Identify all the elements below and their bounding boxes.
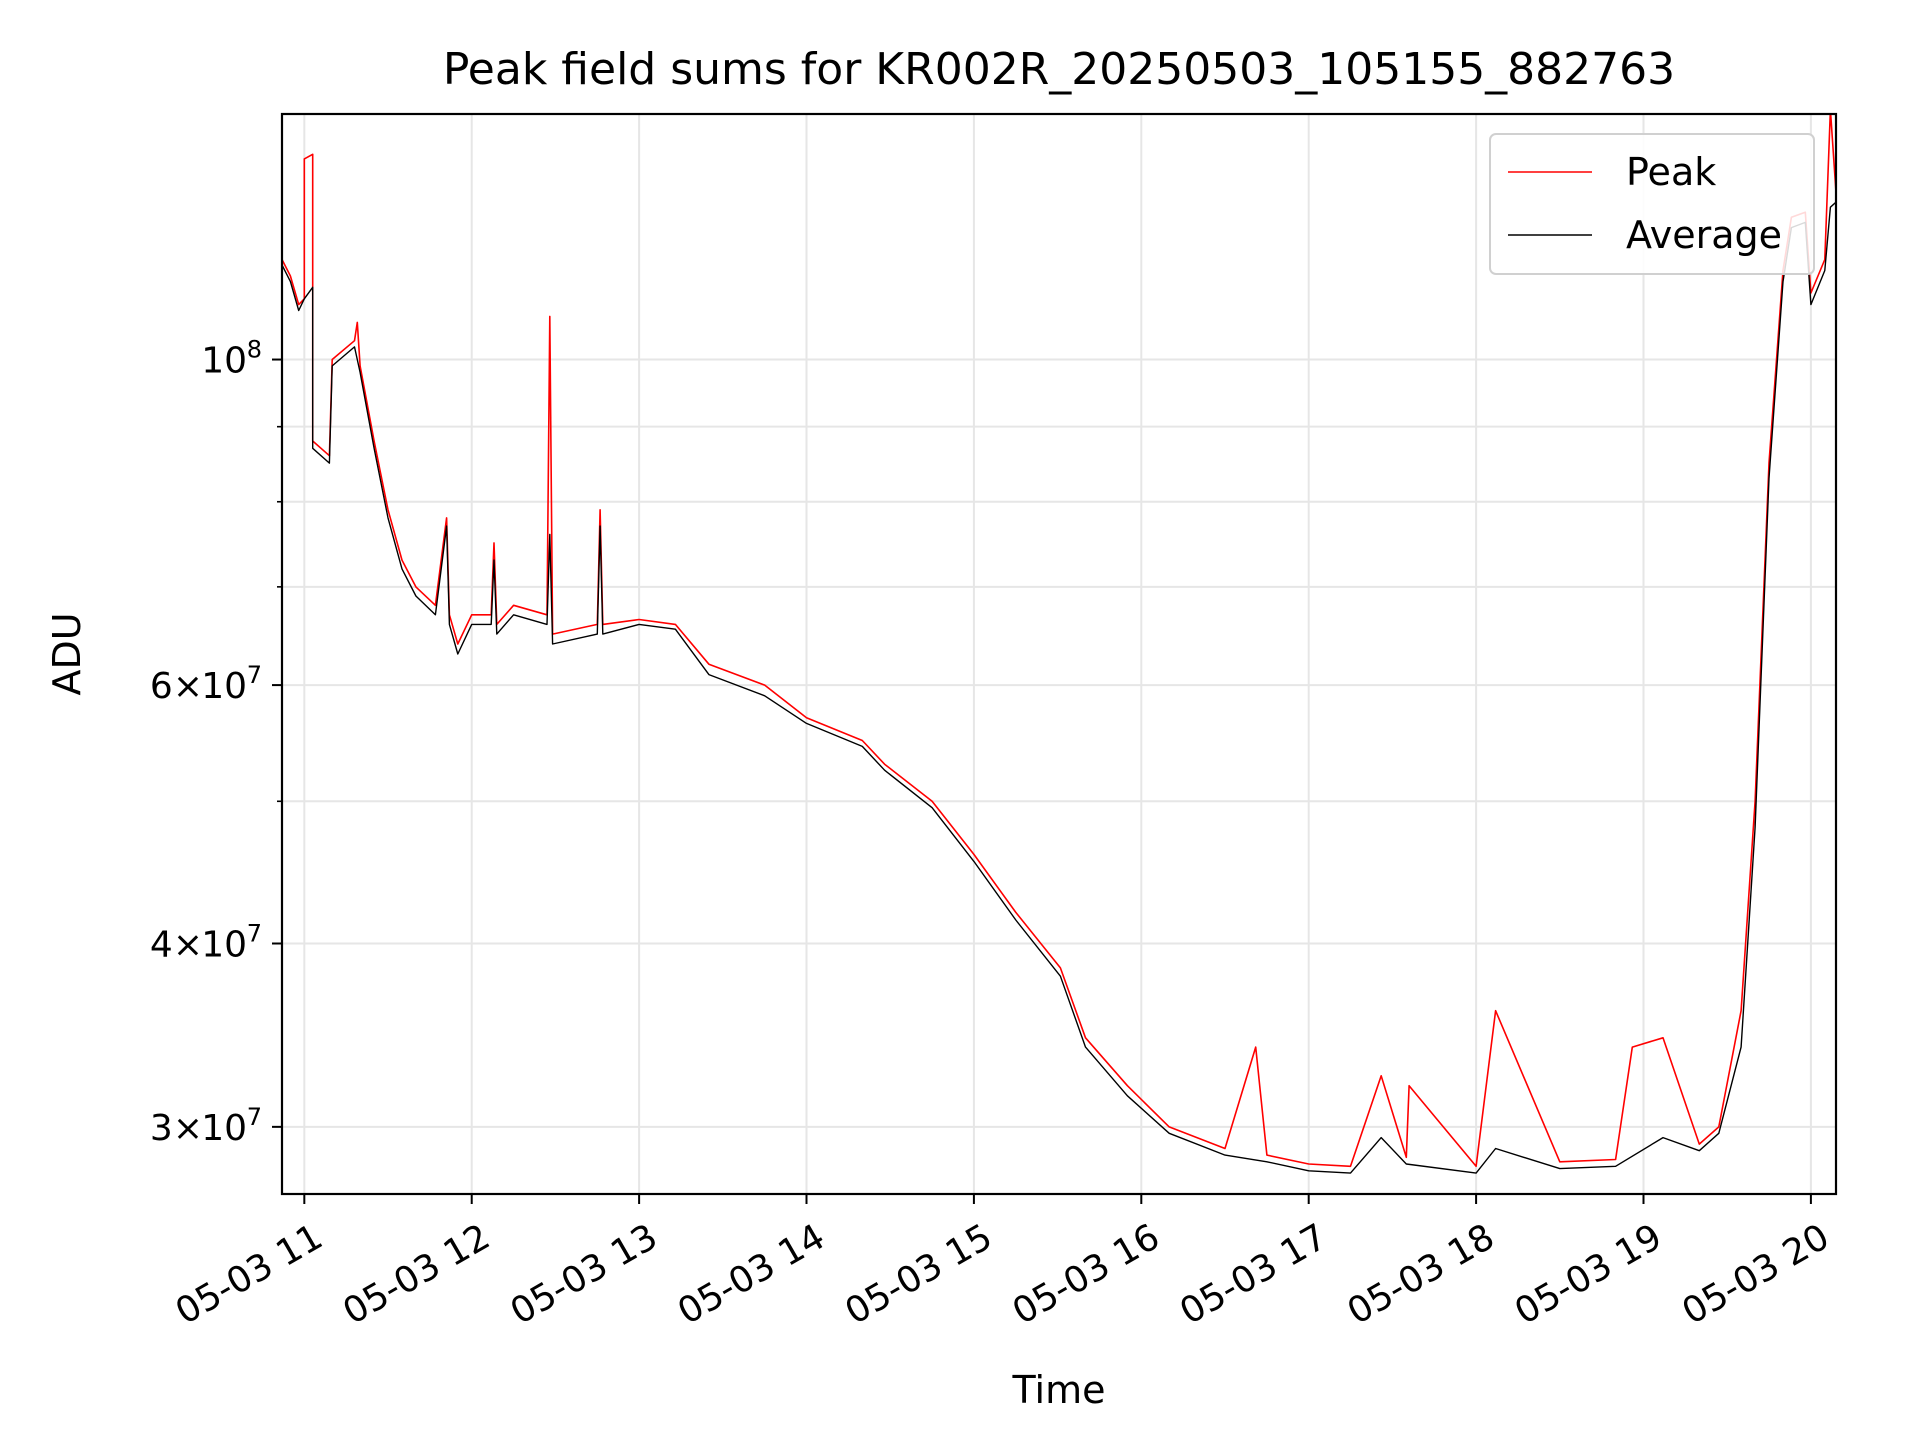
y-tick-label: 810 — [201, 336, 262, 382]
y-tick-exponent: 8 — [247, 336, 262, 364]
legend: Peak Average — [1489, 133, 1815, 275]
y-tick-exponent: 7 — [247, 661, 262, 689]
legend-box — [1489, 133, 1815, 275]
grid — [282, 114, 1836, 1194]
y-tick-mantissa: 4× — [150, 925, 203, 966]
y-tick-base: 10 — [201, 666, 247, 707]
y-tick-base: 10 — [201, 341, 247, 382]
y-tick-exponent: 7 — [247, 920, 262, 948]
series-line-peak — [282, 114, 1836, 1168]
legend-label-average: Average — [1626, 213, 1782, 257]
x-axis-label: Time — [1012, 1368, 1106, 1412]
plot-frame — [280, 112, 1838, 1196]
y-tick-mantissa: 6× — [150, 666, 203, 707]
y-tick-exponent: 7 — [247, 1103, 262, 1131]
legend-label-peak: Peak — [1626, 150, 1716, 194]
chart-title: Peak field sums for KR002R_20250503_1051… — [443, 44, 1675, 95]
y-tick-mantissa: 3× — [150, 1108, 203, 1149]
plot-area — [282, 114, 1836, 1174]
y-axis-label: ADU — [45, 612, 89, 695]
series-line-average — [282, 201, 1836, 1174]
y-tick-base: 10 — [201, 925, 247, 966]
y-tick-base: 10 — [201, 1108, 247, 1149]
